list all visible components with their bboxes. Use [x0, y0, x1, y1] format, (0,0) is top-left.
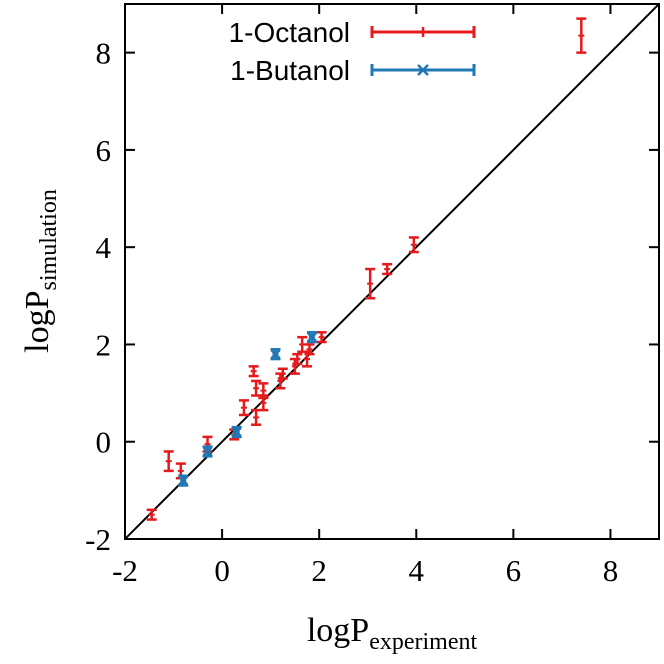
x-tick-label: 6	[506, 553, 522, 588]
data-point-octanol	[258, 382, 269, 400]
data-point-butanol	[231, 425, 242, 439]
legend-item-butanol: 1-Butanol	[230, 55, 476, 86]
y-axis-label-sub: simulation	[36, 189, 62, 290]
y-tick-label: 2	[96, 327, 112, 362]
y-axis-label: logPsimulation	[19, 189, 62, 353]
data-point-octanol	[304, 343, 315, 356]
data-point-octanol	[248, 365, 259, 378]
data-point-octanol	[251, 408, 262, 426]
plot-area	[125, 4, 659, 539]
data-point-octanol	[408, 236, 419, 254]
data-point-octanol	[292, 352, 303, 366]
legend-item-octanol: 1-Octanol	[229, 17, 476, 48]
data-point-octanol	[316, 331, 327, 344]
x-tick-label: -2	[112, 553, 138, 588]
data-point-octanol	[163, 450, 174, 473]
data-point-butanol	[306, 331, 317, 344]
x-axis-label: logPexperiment	[307, 612, 478, 655]
data-point-octanol	[382, 262, 393, 276]
data-point-octanol	[365, 267, 376, 300]
data-point-octanol	[146, 508, 157, 521]
data-point-octanol	[277, 367, 288, 380]
x-tick-label: 2	[311, 553, 327, 588]
y-tick-label: -2	[85, 522, 111, 557]
data-point-octanol	[238, 399, 249, 417]
plot-frame	[124, 3, 660, 540]
x-tick-label: 4	[409, 553, 425, 588]
x-axis-label-sub: experiment	[369, 629, 477, 655]
data-point-butanol	[178, 474, 189, 487]
svg-text:logPsimulation: logPsimulation	[19, 189, 62, 353]
data-point-octanol	[576, 17, 587, 54]
y-tick-label: 0	[96, 425, 112, 460]
y-axis-label-main: logP	[19, 290, 56, 352]
y-tick-label: 6	[96, 133, 112, 168]
data-point-butanol	[202, 445, 213, 458]
data-marks	[146, 17, 587, 521]
legend-label: 1-Butanol	[230, 55, 350, 86]
x-tick-label: 0	[214, 553, 230, 588]
y-tick-label: 8	[96, 36, 112, 71]
x-tick-label: 8	[603, 553, 619, 588]
axis-ticks: -2 0 2 4 6 8 -2 0 2 4 6 8	[85, 4, 659, 588]
data-point-octanol	[251, 379, 262, 397]
data-point-butanol	[270, 348, 281, 361]
x-axis-label-main: logP	[307, 612, 369, 649]
reference-line-y-equals-x	[125, 4, 659, 539]
svg-text:logPexperiment: logPexperiment	[307, 612, 478, 655]
legend: 1-Octanol 1-Butanol	[229, 17, 476, 86]
legend-label: 1-Octanol	[229, 17, 350, 48]
y-tick-label: 4	[96, 230, 112, 265]
